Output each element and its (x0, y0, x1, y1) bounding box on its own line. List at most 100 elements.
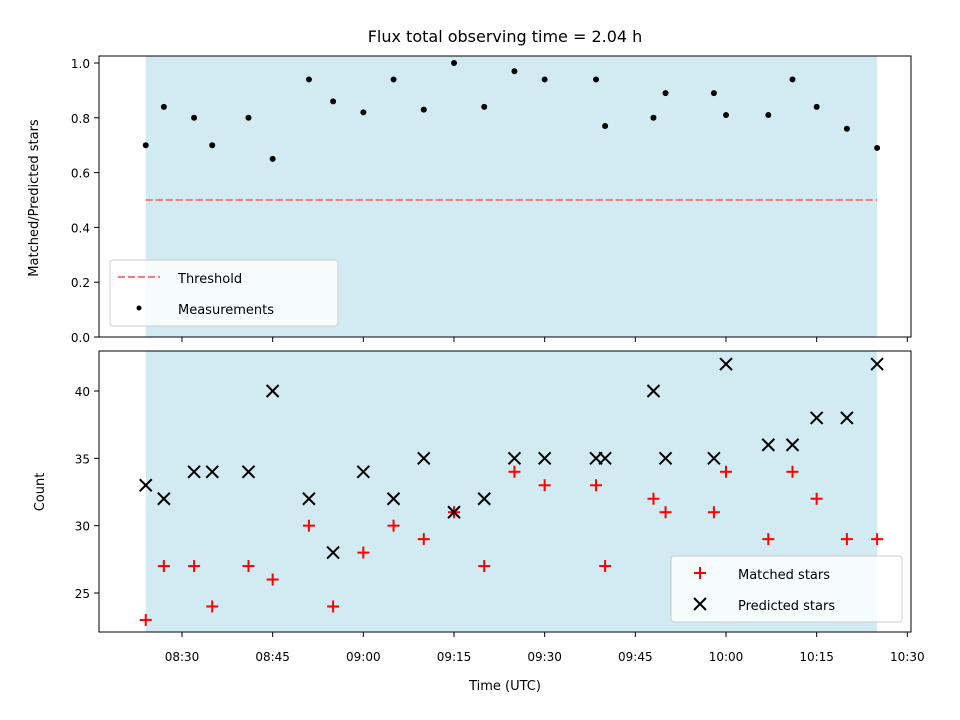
x-tick-label: 10:15 (799, 650, 834, 664)
x-axis-title: Time (UTC) (468, 679, 541, 694)
measurements-legend-marker (136, 305, 142, 311)
predicted-legend-marker (693, 597, 707, 611)
predicted-star-point (417, 451, 431, 466)
predicted-star-point (265, 384, 280, 398)
measurements-legend-label: Measurements (178, 303, 274, 318)
predicted-star-point (157, 492, 171, 506)
matched-star-point (357, 546, 370, 559)
matched-star-point (786, 465, 799, 478)
bottom-y-tick-label: 25 (75, 587, 90, 601)
bottom-y-tick-label: 40 (75, 385, 90, 399)
matched-star-point (139, 613, 152, 626)
bottom-axes-frame (98, 350, 912, 633)
matched-star-point (659, 506, 672, 519)
measurement-point (305, 76, 312, 83)
matched-star-point (720, 465, 732, 478)
predicted-star-point (658, 451, 673, 466)
top-panel: 0.0 0.2 0.4 0.6 0.8 1.0 Threshold Measurements (71, 55, 912, 345)
predicted-star-point (646, 384, 661, 398)
predicted-star-point (785, 438, 800, 452)
measurement-point (843, 125, 850, 132)
bottom-y-tick-label: 30 (75, 520, 90, 534)
measurement-point (723, 112, 729, 119)
matched-star-point (871, 533, 884, 546)
bottom-y-axis-title: Count (33, 473, 48, 512)
matched-star-point (327, 600, 340, 613)
measurement-point (330, 98, 337, 105)
measurement-point (142, 142, 149, 149)
matched-legend-marker (694, 567, 706, 579)
measurement-point (420, 106, 427, 113)
matched-star-point (417, 533, 430, 546)
matched-star-point (590, 479, 603, 492)
chart-title: Flux total observing time = 2.04 h (368, 27, 643, 46)
x-tick-label: 09:15 (437, 650, 472, 664)
predicted-star-point (809, 411, 824, 425)
x-tick-label: 09:45 (618, 650, 653, 664)
matched-legend-label: Matched stars (738, 568, 830, 583)
matched-star-point (302, 519, 315, 532)
measurement-point (191, 114, 198, 121)
measurement-point (209, 142, 216, 149)
top-y-tick-label: 0.2 (71, 276, 90, 290)
matched-star-point (538, 479, 551, 492)
predicted-legend-label: Predicted stars (738, 599, 835, 614)
measurement-point (710, 90, 717, 97)
predicted-star-point (241, 465, 256, 479)
measurement-point (765, 112, 772, 119)
top-y-tick-label: 1.0 (71, 57, 90, 71)
bottom-y-tick-label: 35 (75, 452, 90, 466)
x-tick-label: 09:00 (346, 650, 381, 664)
predicted-star-point (477, 492, 491, 506)
matched-star-point (266, 573, 279, 586)
top-legend-box (109, 259, 339, 327)
matched-star-point (242, 560, 255, 573)
bottom-legend: Matched stars Predicted stars (670, 555, 903, 623)
predicted-star-point (326, 545, 340, 560)
matched-star-point (157, 560, 170, 573)
top-y-axis-title: Matched/Predicted stars (27, 119, 42, 277)
predicted-star-point (719, 357, 733, 371)
matched-star-point (206, 600, 219, 613)
bottom-legend-box (670, 555, 903, 623)
x-tick-label: 10:00 (709, 650, 744, 664)
top-axes-frame (98, 55, 912, 338)
x-tick-label: 08:30 (165, 650, 200, 664)
measurement-point (813, 103, 820, 110)
matched-star-point (387, 519, 400, 532)
measurement-point (511, 68, 518, 75)
predicted-star-point (139, 478, 153, 492)
measurement-point (160, 103, 167, 110)
matched-star-point (188, 560, 201, 573)
predicted-star-point (537, 451, 552, 466)
x-tick-label: 09:30 (527, 650, 562, 664)
measurement-point (451, 60, 457, 66)
measurement-point (269, 155, 276, 162)
top-y-tick-label: 0.4 (71, 221, 90, 235)
x-tick-label: 08:45 (255, 650, 290, 664)
predicted-star-point (386, 492, 401, 506)
predicted-star-point (598, 451, 612, 466)
measurement-point (602, 123, 609, 130)
measurement-point (541, 76, 548, 83)
measurement-point (360, 109, 367, 116)
matched-star-point (762, 533, 775, 546)
top-legend: Threshold Measurements (109, 259, 339, 327)
top-y-tick-label: 0.6 (71, 167, 90, 181)
predicted-star-point (447, 505, 461, 519)
bottom-panel: 25 30 35 40 08:30 08:45 09:00 09:15 09:30 09:45 10… (75, 350, 925, 664)
threshold-legend-label: Threshold (177, 272, 242, 287)
measurement-point (874, 144, 881, 151)
predicted-star-point (187, 465, 201, 479)
predicted-star-point (840, 411, 854, 425)
top-y-tick-label: 0.0 (71, 331, 90, 345)
measurement-point (789, 76, 796, 83)
measurement-point (662, 90, 669, 97)
top-y-tick-label: 0.8 (71, 112, 90, 126)
measurement-point (390, 76, 397, 83)
matched-star-point (599, 560, 612, 573)
measurement-point (245, 114, 252, 121)
matched-star-point (508, 465, 521, 478)
matched-star-point (478, 560, 491, 573)
